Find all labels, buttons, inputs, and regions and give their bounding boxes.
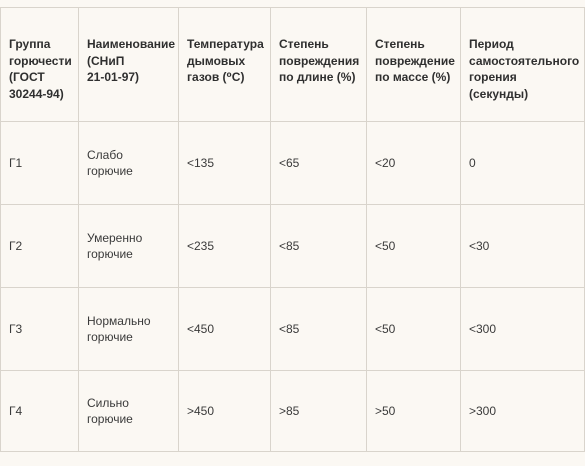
cell-burning-period: >300 — [460, 370, 585, 452]
cell-damage-mass: <50 — [366, 204, 461, 288]
cell-name: Слабо горючие — [78, 121, 179, 205]
cell-damage-length: >85 — [270, 370, 367, 452]
header-flue-gas-temperature: Температура дымовых газов (⁰С) — [178, 7, 271, 122]
table-row: Г2 Умеренно горючие <235 <85 <50 <30 — [0, 204, 585, 288]
cell-damage-mass: <50 — [366, 287, 461, 371]
header-damage-by-mass: Степень повреждение по массе (%) — [366, 7, 461, 122]
header-self-burning-period: Период самостоятельного горения (секунды… — [460, 7, 585, 122]
cell-name: Нормально горючие — [78, 287, 179, 371]
header-name: Наименование (СНиП 21-01-97) — [78, 7, 179, 122]
cell-damage-length: <65 — [270, 121, 367, 205]
cell-damage-mass: <20 — [366, 121, 461, 205]
cell-burning-period: <300 — [460, 287, 585, 371]
header-damage-by-length: Степень повреждения по длине (%) — [270, 7, 367, 122]
cell-damage-mass: >50 — [366, 370, 461, 452]
table-row: Г1 Слабо горючие <135 <65 <20 0 — [0, 121, 585, 205]
cell-temperature: <450 — [178, 287, 271, 371]
cell-damage-length: <85 — [270, 204, 367, 288]
cell-temperature: <135 — [178, 121, 271, 205]
table-header-row: Группа горючести (ГОСТ 30244-94) Наимено… — [0, 7, 585, 122]
cell-group: Г1 — [0, 121, 79, 205]
cell-temperature: <235 — [178, 204, 271, 288]
cell-burning-period: <30 — [460, 204, 585, 288]
cell-group: Г4 — [0, 370, 79, 452]
header-flammability-group: Группа горючести (ГОСТ 30244-94) — [0, 7, 79, 122]
cell-group: Г3 — [0, 287, 79, 371]
cell-damage-length: <85 — [270, 287, 367, 371]
table-row: Г4 Сильно горючие >450 >85 >50 >300 — [0, 370, 585, 452]
cell-temperature: >450 — [178, 370, 271, 452]
flammability-groups-table: Группа горючести (ГОСТ 30244-94) Наимено… — [0, 7, 585, 452]
cell-name: Сильно горючие — [78, 370, 179, 452]
cell-name: Умеренно горючие — [78, 204, 179, 288]
cell-burning-period: 0 — [460, 121, 585, 205]
cell-group: Г2 — [0, 204, 79, 288]
table-row: Г3 Нормально горючие <450 <85 <50 <300 — [0, 287, 585, 371]
